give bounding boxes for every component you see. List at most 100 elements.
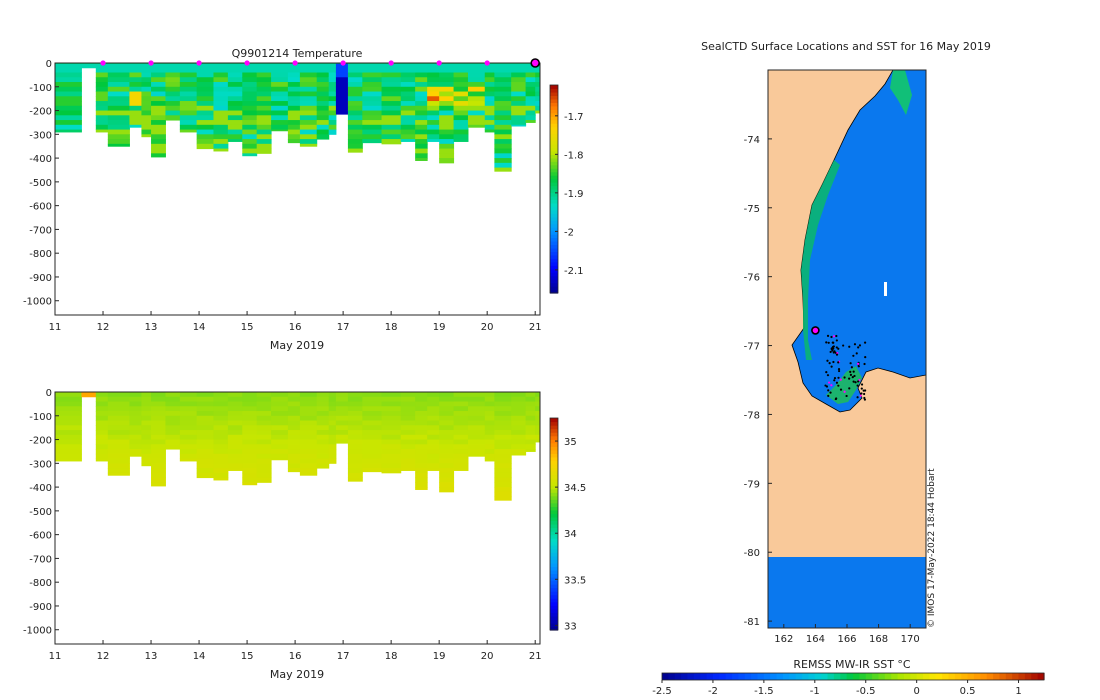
salinity-cell bbox=[299, 449, 318, 455]
temperature-cell bbox=[511, 77, 527, 83]
temperature-cell bbox=[151, 153, 166, 158]
salinity-cell bbox=[213, 401, 229, 407]
salinity-cell bbox=[535, 396, 540, 403]
temperature-cell bbox=[453, 105, 469, 112]
temperature-cell bbox=[316, 101, 330, 107]
salinity-cell bbox=[129, 392, 142, 398]
map-title: SealCTD Surface Locations and SST for 16… bbox=[701, 40, 991, 53]
temperature-cell bbox=[227, 96, 243, 102]
colorbar-swatch bbox=[1037, 673, 1045, 680]
temperature-cell bbox=[213, 124, 229, 131]
colorbar-swatch bbox=[550, 189, 558, 194]
temperature-profile bbox=[381, 63, 402, 145]
temperature-cell bbox=[107, 67, 130, 74]
colorbar-swatch bbox=[550, 119, 558, 124]
colorbar-swatch bbox=[550, 112, 558, 117]
salinity-cell bbox=[381, 430, 402, 436]
salinity-cell bbox=[427, 401, 440, 407]
y-tick-label: -800 bbox=[29, 578, 52, 589]
temperature-cell bbox=[95, 63, 109, 69]
colorbar-swatch bbox=[550, 102, 558, 107]
salinity-profile bbox=[55, 392, 82, 462]
salinity-cell bbox=[213, 453, 229, 460]
temperature-cell bbox=[511, 124, 527, 127]
temperature-cell bbox=[141, 134, 152, 138]
track-dot bbox=[835, 346, 838, 349]
salinity-cell bbox=[129, 411, 142, 417]
temperature-cell bbox=[95, 110, 109, 116]
colorbar-swatch bbox=[674, 673, 682, 680]
temperature-cell bbox=[535, 91, 540, 97]
track-dot bbox=[829, 350, 832, 354]
temperature-cell bbox=[453, 101, 469, 107]
salinity-cell bbox=[381, 458, 402, 464]
temperature-cell bbox=[107, 139, 130, 145]
x-tick-label: 12 bbox=[97, 651, 110, 662]
temperature-cell bbox=[151, 129, 166, 135]
salinity-cell bbox=[141, 401, 152, 407]
temperature-cell bbox=[400, 72, 416, 78]
salinity-cell bbox=[287, 406, 301, 412]
salinity-cell bbox=[335, 411, 349, 417]
salinity-cell bbox=[484, 411, 495, 417]
temperature-cell bbox=[484, 91, 495, 97]
salinity-cell bbox=[271, 392, 289, 398]
salinity-cell bbox=[362, 392, 383, 398]
temperature-cell bbox=[242, 148, 258, 154]
temperature-cell bbox=[484, 120, 495, 126]
temperature-profile bbox=[95, 63, 109, 133]
temperature-cell bbox=[400, 101, 416, 107]
salinity-cell bbox=[347, 434, 363, 441]
salinity-cell bbox=[107, 396, 130, 403]
temperature-cell bbox=[525, 115, 536, 121]
colorbar-tick-label: -1.8 bbox=[564, 150, 584, 161]
salinity-cell bbox=[287, 434, 301, 441]
salinity-cell bbox=[494, 439, 512, 445]
salinity-cell bbox=[271, 420, 289, 426]
salinity-cell bbox=[347, 468, 363, 474]
temperature-cell bbox=[141, 120, 152, 126]
salinity-cell bbox=[256, 463, 272, 469]
salinity-cell bbox=[151, 396, 166, 403]
salinity-cell bbox=[494, 430, 512, 436]
salinity-cell bbox=[415, 482, 428, 488]
temperature-cell bbox=[328, 124, 337, 131]
salinity-cell bbox=[165, 396, 181, 403]
salinity-cell bbox=[347, 472, 363, 479]
temperature-cell bbox=[287, 115, 301, 121]
temperature-cell bbox=[439, 120, 455, 126]
salinity-profile bbox=[299, 392, 318, 476]
colorbar-swatch bbox=[550, 601, 558, 606]
salinity-cell bbox=[347, 425, 363, 431]
colorbar-swatch bbox=[993, 673, 1001, 680]
track-dot bbox=[860, 387, 863, 390]
salinity-cell bbox=[213, 411, 229, 417]
colorbar-swatch bbox=[550, 516, 558, 522]
temperature-cell bbox=[362, 86, 383, 93]
temperature-cell bbox=[179, 120, 198, 126]
y-tick-label: -700 bbox=[29, 225, 52, 236]
salinity-cell bbox=[415, 463, 428, 469]
temperature-cell bbox=[287, 77, 301, 83]
y-tick-label: -300 bbox=[29, 130, 52, 141]
temperature-cell bbox=[328, 105, 337, 112]
colorbar-swatch bbox=[550, 502, 558, 507]
salinity-cell bbox=[316, 406, 330, 412]
salinity-cell bbox=[165, 439, 181, 445]
temperature-profile bbox=[439, 63, 455, 164]
temperature-cell bbox=[151, 91, 166, 97]
salinity-cell bbox=[494, 396, 512, 403]
temperature-cell bbox=[511, 115, 527, 121]
salinity-cell bbox=[179, 396, 198, 403]
temperature-profile bbox=[129, 63, 142, 128]
colorbar-tick-label: -2.1 bbox=[564, 266, 584, 277]
colorbar-swatch bbox=[550, 573, 558, 578]
colorbar-swatch bbox=[550, 161, 558, 166]
track-dot bbox=[843, 390, 846, 393]
salinity-cell bbox=[347, 392, 363, 398]
temperature-cell bbox=[362, 67, 383, 74]
track-dot bbox=[850, 366, 853, 369]
colorbar-swatch bbox=[550, 192, 558, 197]
temperature-cell bbox=[227, 72, 243, 78]
colorbar-swatch bbox=[550, 95, 558, 100]
